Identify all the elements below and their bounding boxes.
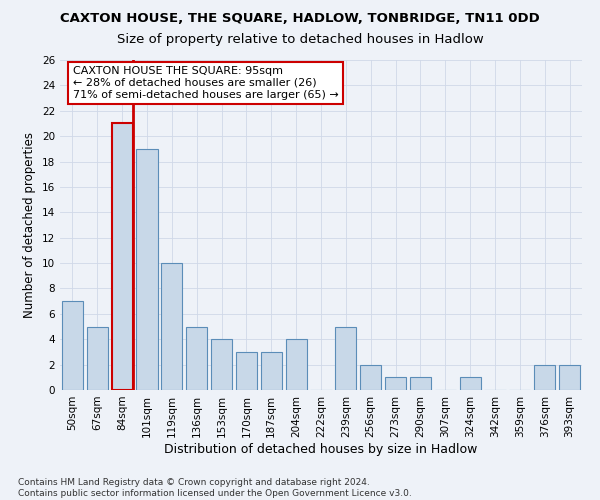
Bar [335, 326, 356, 390]
Bar [161, 263, 182, 390]
Bar [360, 364, 381, 390]
Y-axis label: Number of detached properties: Number of detached properties [23, 132, 37, 318]
Text: Size of property relative to detached houses in Hadlow: Size of property relative to detached ho… [116, 32, 484, 46]
Bar [62, 301, 83, 390]
Bar [385, 378, 406, 390]
Text: CAXTON HOUSE THE SQUARE: 95sqm
← 28% of detached houses are smaller (26)
71% of : CAXTON HOUSE THE SQUARE: 95sqm ← 28% of … [73, 66, 338, 100]
Bar [261, 352, 282, 390]
Bar [136, 149, 158, 390]
Bar [211, 339, 232, 390]
Bar [410, 378, 431, 390]
Bar [460, 378, 481, 390]
X-axis label: Distribution of detached houses by size in Hadlow: Distribution of detached houses by size … [164, 442, 478, 456]
Bar [559, 364, 580, 390]
Text: CAXTON HOUSE, THE SQUARE, HADLOW, TONBRIDGE, TN11 0DD: CAXTON HOUSE, THE SQUARE, HADLOW, TONBRI… [60, 12, 540, 26]
Bar [87, 326, 108, 390]
Bar [286, 339, 307, 390]
Text: Contains HM Land Registry data © Crown copyright and database right 2024.
Contai: Contains HM Land Registry data © Crown c… [18, 478, 412, 498]
Bar [236, 352, 257, 390]
Bar [112, 124, 133, 390]
Bar [186, 326, 207, 390]
Bar [534, 364, 555, 390]
